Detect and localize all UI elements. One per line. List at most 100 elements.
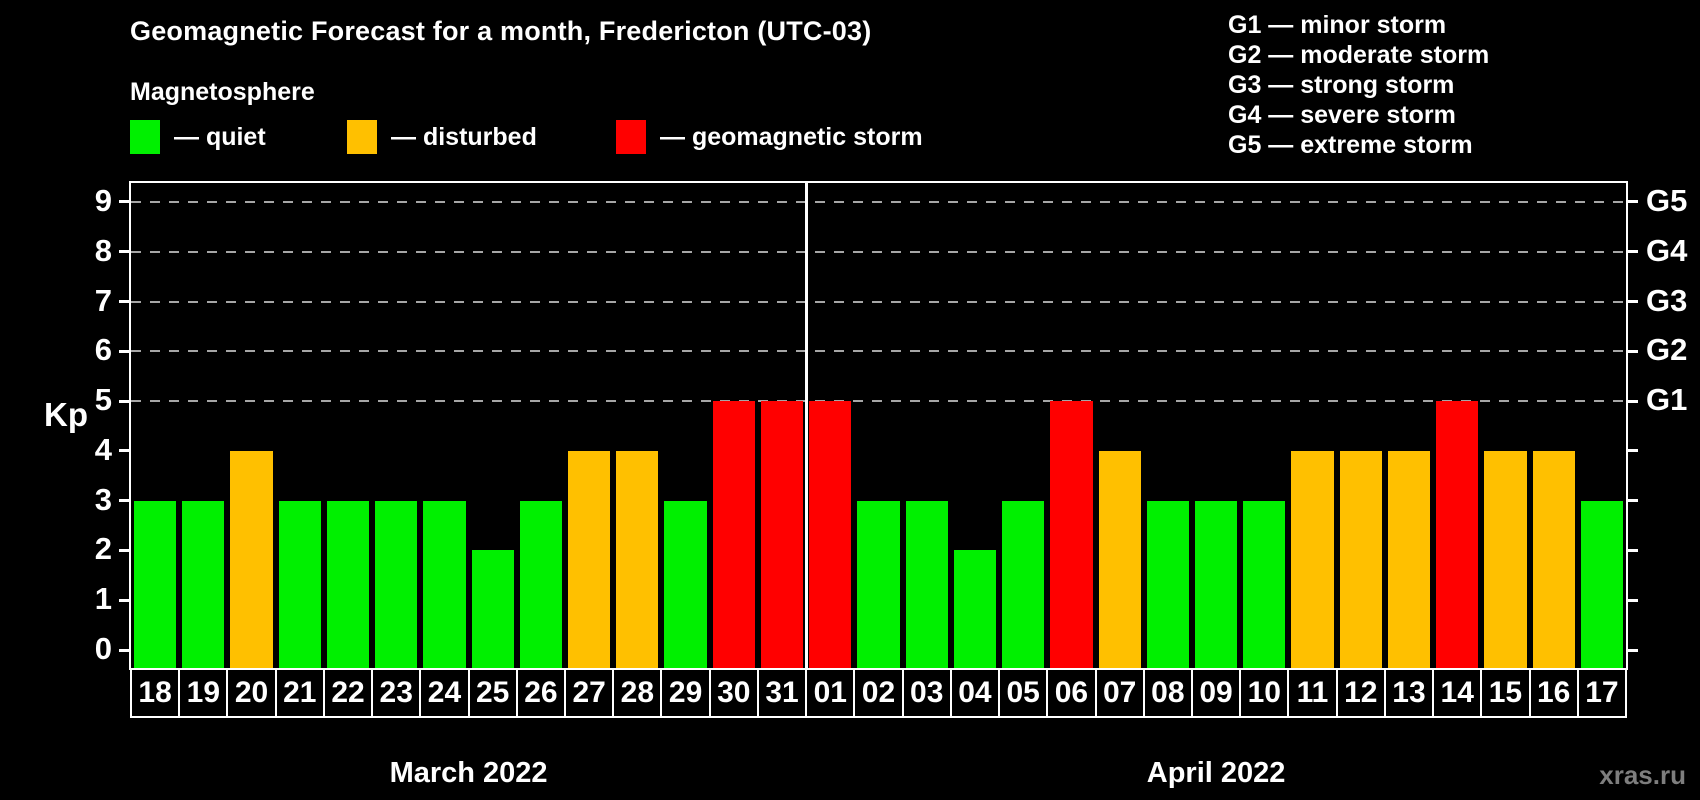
gridline-kp9 [131, 200, 1626, 203]
bar-day-17 [1580, 500, 1623, 668]
y-tick-3 [119, 499, 131, 503]
legend-item-storm: — geomagnetic storm [616, 119, 923, 155]
bar-day-01 [809, 401, 852, 668]
y-tick-label-7: 7 [94, 282, 112, 318]
y-tick-label-4: 4 [94, 431, 112, 467]
day-label-10: 10 [1239, 668, 1290, 718]
y-tick-label-8: 8 [94, 232, 112, 268]
day-label-12: 12 [1335, 668, 1386, 718]
bar-day-23 [375, 500, 418, 668]
bar-day-13 [1387, 450, 1431, 668]
right-axis-label-g3: G3 [1646, 282, 1688, 318]
bar-day-26 [519, 500, 563, 668]
legend-item-disturbed: — disturbed [347, 119, 537, 155]
right-axis-label-g4: G4 [1646, 232, 1688, 268]
gridline-kp6 [131, 350, 1626, 353]
day-label-03: 03 [901, 668, 952, 718]
bar-day-29 [664, 500, 707, 668]
y-tick-9 [119, 200, 131, 204]
y-tick-label-3: 3 [94, 481, 112, 517]
bar-day-04 [953, 550, 997, 668]
y-tick-1 [119, 598, 131, 602]
bar-day-16 [1532, 450, 1575, 668]
right-tick-6 [1626, 349, 1638, 353]
g2-legend-line: G2 — moderate storm [1228, 41, 1490, 69]
right-tick-8 [1626, 250, 1638, 254]
month-label-0: March 2022 [389, 757, 548, 789]
legend-item-quiet: — quiet [130, 119, 266, 155]
day-label-29: 29 [660, 668, 711, 718]
bar-day-11 [1291, 450, 1334, 668]
day-label-04: 04 [949, 668, 1001, 718]
bar-day-25 [471, 550, 514, 668]
y-tick-0 [119, 648, 131, 652]
y-tick-label-0: 0 [94, 631, 112, 666]
magnetosphere-label: Magnetosphere [130, 78, 315, 106]
y-tick-label-9: 9 [94, 182, 112, 218]
bar-day-07 [1098, 450, 1141, 668]
g5-legend-line: G5 — extreme storm [1228, 131, 1473, 159]
day-label-05: 05 [998, 668, 1049, 718]
day-label-22: 22 [322, 668, 374, 718]
y-tick-6 [119, 349, 131, 353]
y-tick-label-5: 5 [94, 382, 112, 418]
day-label-08: 08 [1142, 668, 1193, 718]
bar-day-30 [712, 401, 755, 668]
right-tick-3 [1626, 499, 1638, 503]
storm-color-swatch [616, 120, 646, 154]
chart-title: Geomagnetic Forecast for a month, Freder… [130, 16, 872, 46]
g3-legend-line: G3 — strong storm [1228, 71, 1455, 99]
disturbed-color-swatch [347, 120, 377, 154]
right-axis-label-g1: G1 [1646, 382, 1688, 418]
y-tick-8 [119, 250, 131, 254]
day-label-24: 24 [419, 668, 470, 718]
watermark: xras.ru [1599, 760, 1686, 790]
right-tick-7 [1626, 300, 1638, 304]
bar-day-09 [1194, 500, 1238, 668]
day-label-15: 15 [1480, 668, 1531, 718]
right-tick-5 [1626, 399, 1638, 403]
right-axis-label-g5: G5 [1646, 182, 1688, 218]
bar-day-22 [326, 500, 370, 668]
day-label-13: 13 [1383, 668, 1435, 718]
g1-legend-line: G1 — minor storm [1228, 11, 1447, 39]
day-label-27: 27 [564, 668, 615, 718]
day-label-16: 16 [1528, 668, 1579, 718]
legend-label-storm: — geomagnetic storm [660, 122, 923, 151]
bar-day-20 [230, 450, 273, 668]
day-label-26: 26 [515, 668, 567, 718]
bar-day-15 [1484, 450, 1527, 668]
y-tick-7 [119, 300, 131, 304]
y-tick-5 [119, 399, 131, 403]
right-tick-9 [1626, 200, 1638, 204]
day-label-14: 14 [1432, 668, 1483, 718]
day-label-17: 17 [1576, 668, 1627, 718]
y-axis-title: Kp [44, 396, 88, 433]
bar-day-10 [1243, 500, 1286, 668]
day-label-25: 25 [467, 668, 518, 718]
day-label-06: 06 [1046, 668, 1097, 718]
bar-day-27 [568, 450, 611, 668]
day-label-20: 20 [226, 668, 277, 718]
day-label-31: 31 [756, 668, 808, 718]
bar-day-02 [857, 500, 900, 668]
day-label-09: 09 [1190, 668, 1242, 718]
legend-label-disturbed: — disturbed [391, 122, 537, 151]
gridline-kp8 [131, 250, 1626, 253]
day-label-02: 02 [853, 668, 904, 718]
bar-day-18 [134, 500, 177, 668]
bar-day-24 [423, 500, 466, 668]
bar-day-12 [1339, 450, 1382, 668]
y-tick-4 [119, 449, 131, 453]
quiet-color-swatch [130, 120, 160, 154]
right-tick-1 [1626, 598, 1638, 602]
right-tick-0 [1626, 648, 1638, 652]
bar-day-03 [905, 500, 948, 668]
day-label-23: 23 [371, 668, 422, 718]
bar-day-14 [1436, 401, 1479, 668]
legend-label-quiet: — quiet [174, 122, 266, 151]
day-label-18: 18 [130, 668, 181, 718]
day-label-19: 19 [178, 668, 229, 718]
day-label-28: 28 [612, 668, 663, 718]
